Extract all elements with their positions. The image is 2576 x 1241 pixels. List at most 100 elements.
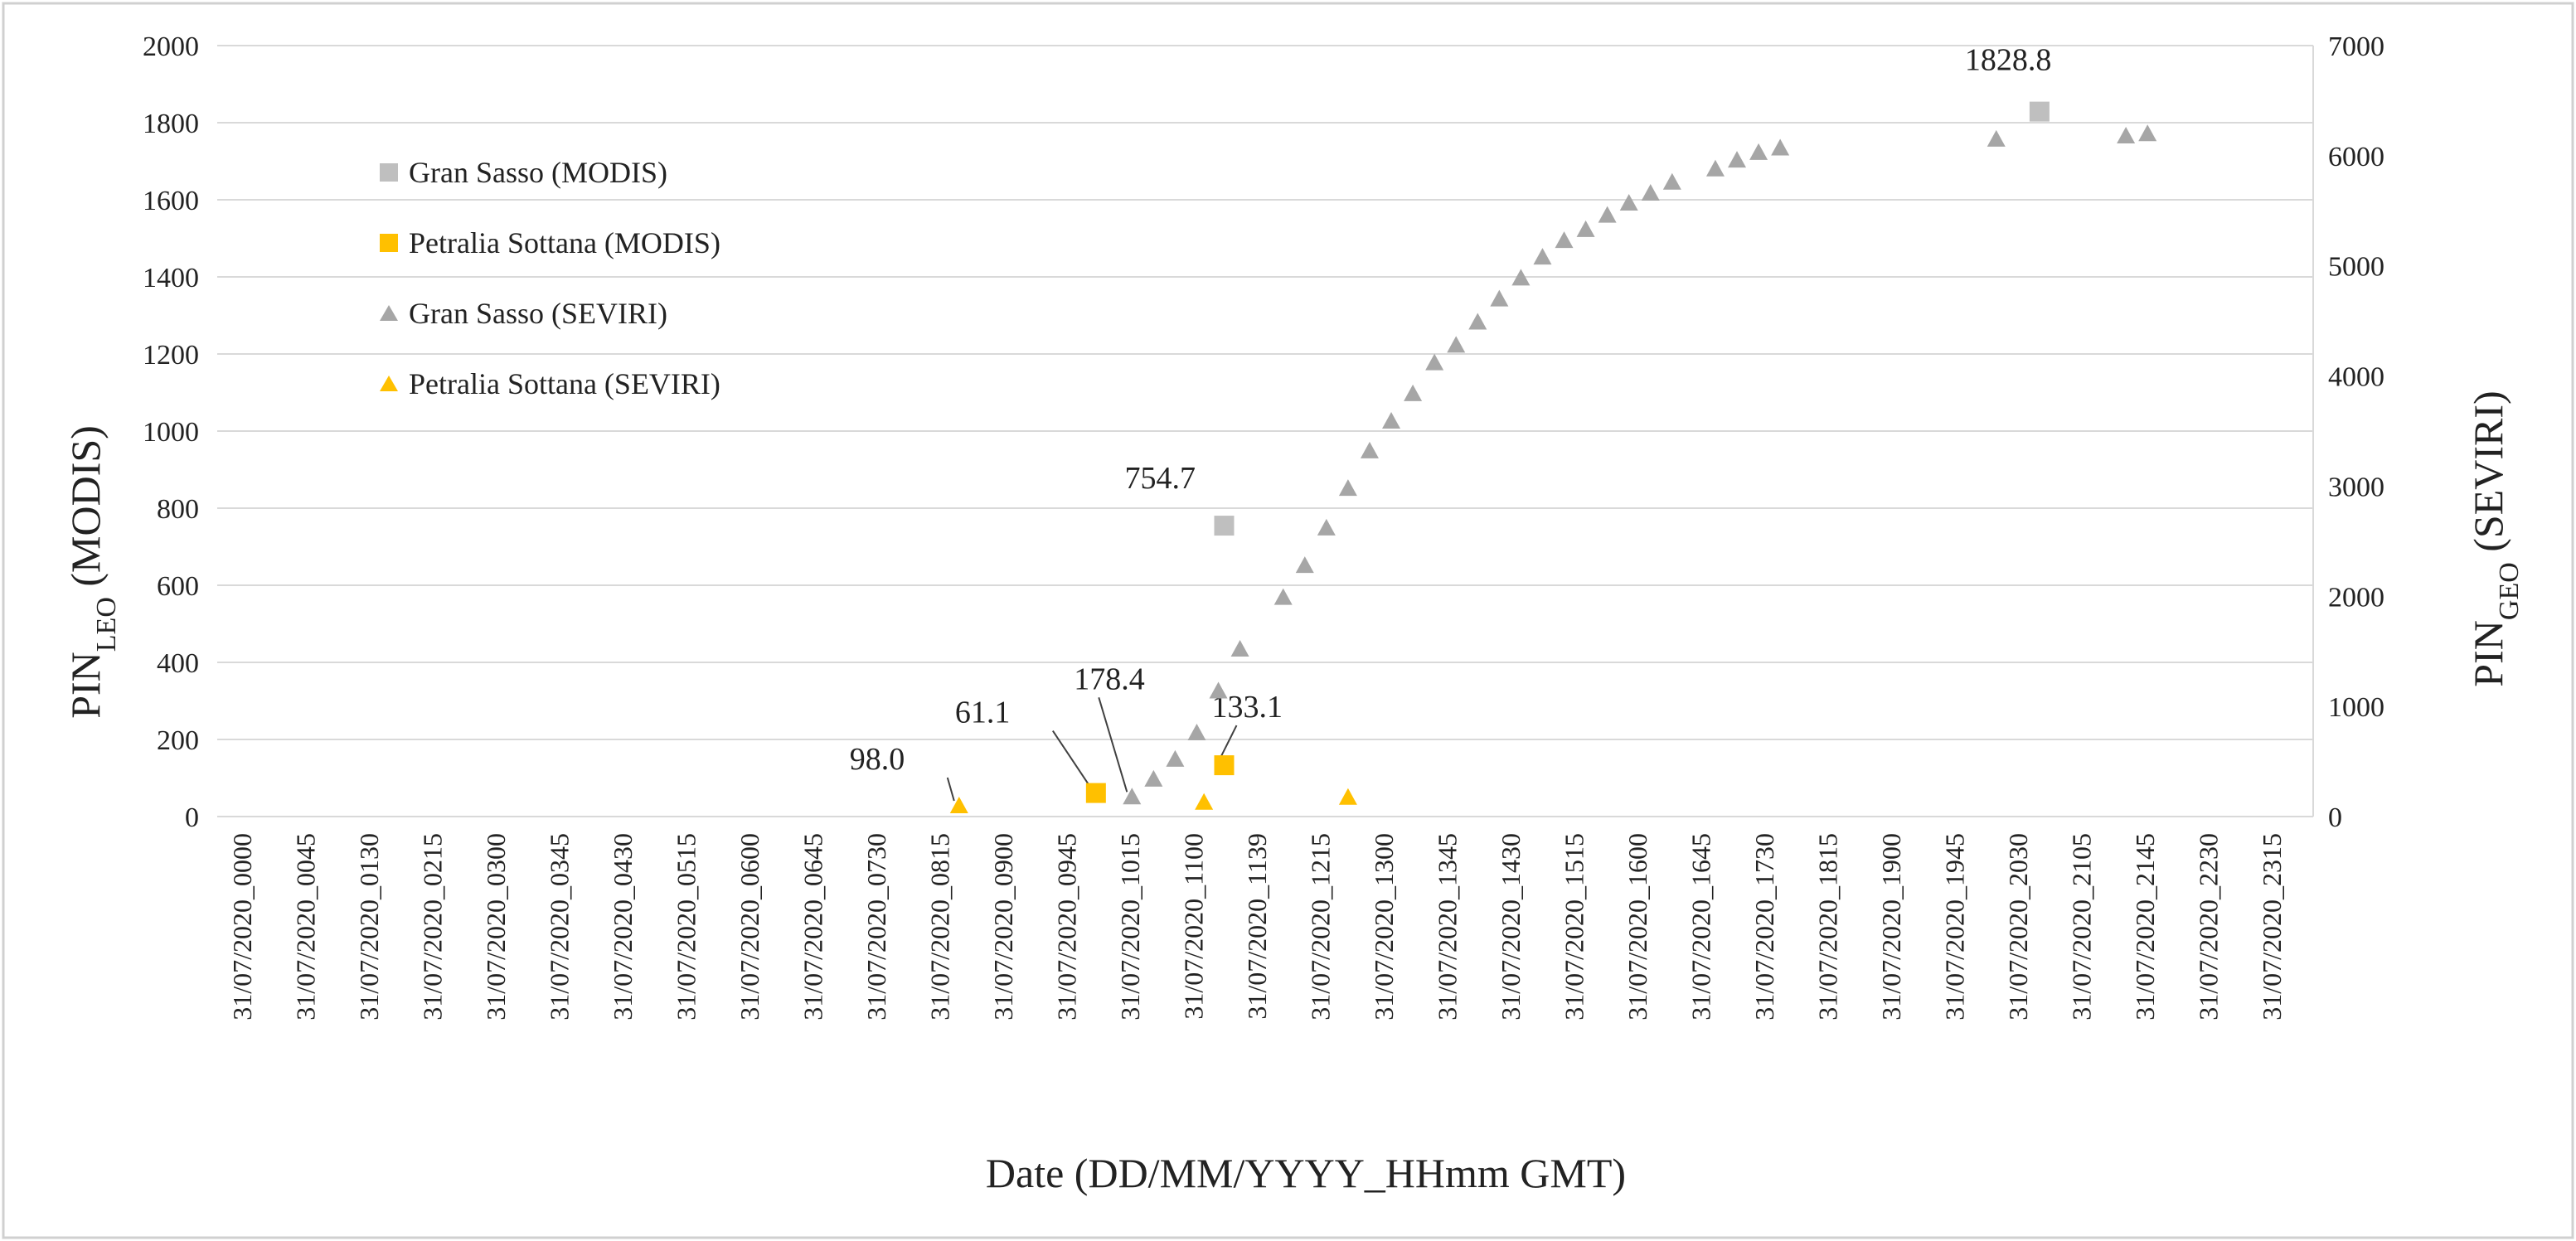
x-tick-label: 31/07/2020_0000 (227, 833, 257, 1020)
y-left-tick-label: 1800 (143, 109, 199, 139)
x-tick-label: 31/07/2020_1900 (1876, 833, 1906, 1020)
square-marker (1214, 516, 1235, 536)
x-tick-label: 31/07/2020_1645 (1686, 833, 1716, 1020)
legend-label: Petralia Sottana (MODIS) (409, 226, 720, 259)
legend: Gran Sasso (MODIS) Petralia Sottana (MODI… (380, 156, 720, 400)
y-right-tick-label: 1000 (2328, 692, 2384, 723)
y-axis-left-title: PINLEO (MODIS) (62, 425, 122, 719)
triangle-marker (1273, 588, 1293, 605)
triangle-marker (1490, 289, 1509, 307)
y-right-tick-label: 6000 (2328, 142, 2384, 172)
x-tick-label: 31/07/2020_0945 (1052, 833, 1082, 1020)
triangle-marker (1295, 556, 1314, 574)
data-label: 98.0 (850, 742, 905, 777)
y-left-tick-label: 0 (185, 802, 199, 833)
x-tick-label: 31/07/2020_2145 (2130, 833, 2160, 1020)
triangle-marker (2117, 126, 2136, 143)
square-marker (2029, 101, 2050, 122)
triangle-marker (1598, 206, 1617, 223)
leader-line (946, 777, 955, 802)
y-right-tick-label: 0 (2328, 802, 2342, 833)
y-left-tick-label: 2000 (143, 32, 199, 62)
data-points (949, 101, 2157, 813)
x-tick-label: 31/07/2020_1730 (1749, 833, 1779, 1020)
y-right-tick-label: 3000 (2328, 472, 2384, 502)
y-axis-right-title-suffix: (SEVIRI) (2465, 390, 2511, 562)
x-tick-label: 31/07/2020_0430 (608, 833, 638, 1020)
y-axis-left-title-sub: LEO (91, 597, 122, 652)
triangle-marker (1662, 172, 1681, 190)
data-label: 178.4 (1074, 662, 1145, 696)
x-tick-label: 31/07/2020_1100 (1179, 833, 1209, 1020)
triangle-marker (1771, 138, 1790, 156)
x-tick-label: 31/07/2020_2030 (2003, 833, 2033, 1020)
left-y-axis-ticks: 0 200 400 600 800 1000 1200 1400 1600 1800 2000 (143, 32, 199, 833)
legend-label: Gran Sasso (SEVIRI) (409, 297, 667, 330)
x-tick-label: 31/07/2020_0730 (861, 833, 891, 1020)
y-left-tick-label: 1600 (143, 186, 199, 216)
y-left-tick-label: 1000 (143, 417, 199, 448)
x-tick-label: 31/07/2020_1815 (1813, 833, 1843, 1020)
x-tick-label: 31/07/2020_0045 (291, 833, 321, 1020)
x-tick-label: 31/07/2020_0300 (481, 833, 511, 1020)
data-label: 754.7 (1124, 461, 1196, 496)
y-left-tick-label: 800 (157, 494, 199, 525)
triangle-marker (1144, 769, 1163, 787)
triangle-marker (1317, 518, 1336, 536)
triangle-marker (1987, 129, 2006, 147)
triangle-marker (1338, 788, 1357, 805)
leader-line (1098, 697, 1128, 793)
y-right-tick-label: 4000 (2328, 362, 2384, 393)
y-right-tick-label: 7000 (2328, 32, 2384, 62)
square-marker (1214, 755, 1235, 776)
x-tick-label: 31/07/2020_1945 (1940, 833, 1970, 1020)
x-tick-label: 31/07/2020_1600 (1623, 833, 1652, 1020)
x-tick-label: 31/07/2020_1515 (1560, 833, 1589, 1020)
y-left-tick-label: 600 (157, 571, 199, 602)
triangle-marker (1209, 681, 1228, 699)
data-label: 1828.8 (1965, 43, 2052, 78)
triangle-marker (1123, 788, 1142, 805)
y-left-tick-label: 400 (157, 648, 199, 679)
x-tick-label: 31/07/2020_0345 (545, 833, 575, 1020)
x-tick-label: 31/07/2020_0215 (418, 833, 448, 1020)
x-axis-ticks: 31/07/2020_0000 31/07/2020_0045 31/07/2020… (227, 833, 2287, 1020)
y-right-tick-label: 2000 (2328, 582, 2384, 613)
triangle-marker (1195, 793, 1214, 810)
x-axis-title: Date (DD/MM/YYYY_HHmm GMT) (986, 1150, 1626, 1196)
y-axis-left-title-suffix: (MODIS) (62, 425, 109, 597)
triangle-marker (1728, 151, 1747, 168)
y-left-tick-label: 200 (157, 725, 199, 756)
x-tick-label: 31/07/2020_2315 (2257, 833, 2287, 1020)
triangle-marker (1447, 336, 1466, 353)
y-axis-right-title-sub: GEO (2494, 562, 2525, 620)
triangle-marker (1555, 231, 1574, 249)
x-tick-label: 31/07/2020_1139 (1242, 833, 1272, 1020)
legend-square-marker (380, 163, 398, 182)
triangle-marker (1619, 193, 1638, 211)
triangle-marker (1749, 143, 1768, 160)
x-tick-label: 31/07/2020_2105 (2067, 833, 2097, 1020)
triangle-marker (1187, 724, 1206, 741)
legend-triangle-marker (380, 305, 398, 321)
x-tick-label: 31/07/2020_0600 (735, 833, 764, 1020)
triangle-marker (1468, 313, 1487, 330)
x-tick-label: 31/07/2020_1345 (1433, 833, 1463, 1020)
triangle-marker (1425, 353, 1444, 371)
x-tick-label: 31/07/2020_1015 (1115, 833, 1145, 1020)
triangle-marker (1641, 184, 1660, 201)
x-tick-label: 31/07/2020_0130 (354, 833, 384, 1020)
triangle-marker (1705, 159, 1725, 177)
triangle-marker (2138, 124, 2157, 142)
y-axis-right-title-base: PIN (2465, 620, 2511, 687)
x-tick-label: 31/07/2020_1430 (1496, 833, 1526, 1020)
triangle-marker (1533, 248, 1552, 265)
y-left-tick-label: 1200 (143, 340, 199, 371)
leader-line (1052, 730, 1092, 789)
y-left-tick-label: 1400 (143, 263, 199, 293)
triangle-marker (1576, 220, 1595, 237)
triangle-marker (1360, 441, 1379, 458)
data-label: 61.1 (955, 696, 1011, 730)
